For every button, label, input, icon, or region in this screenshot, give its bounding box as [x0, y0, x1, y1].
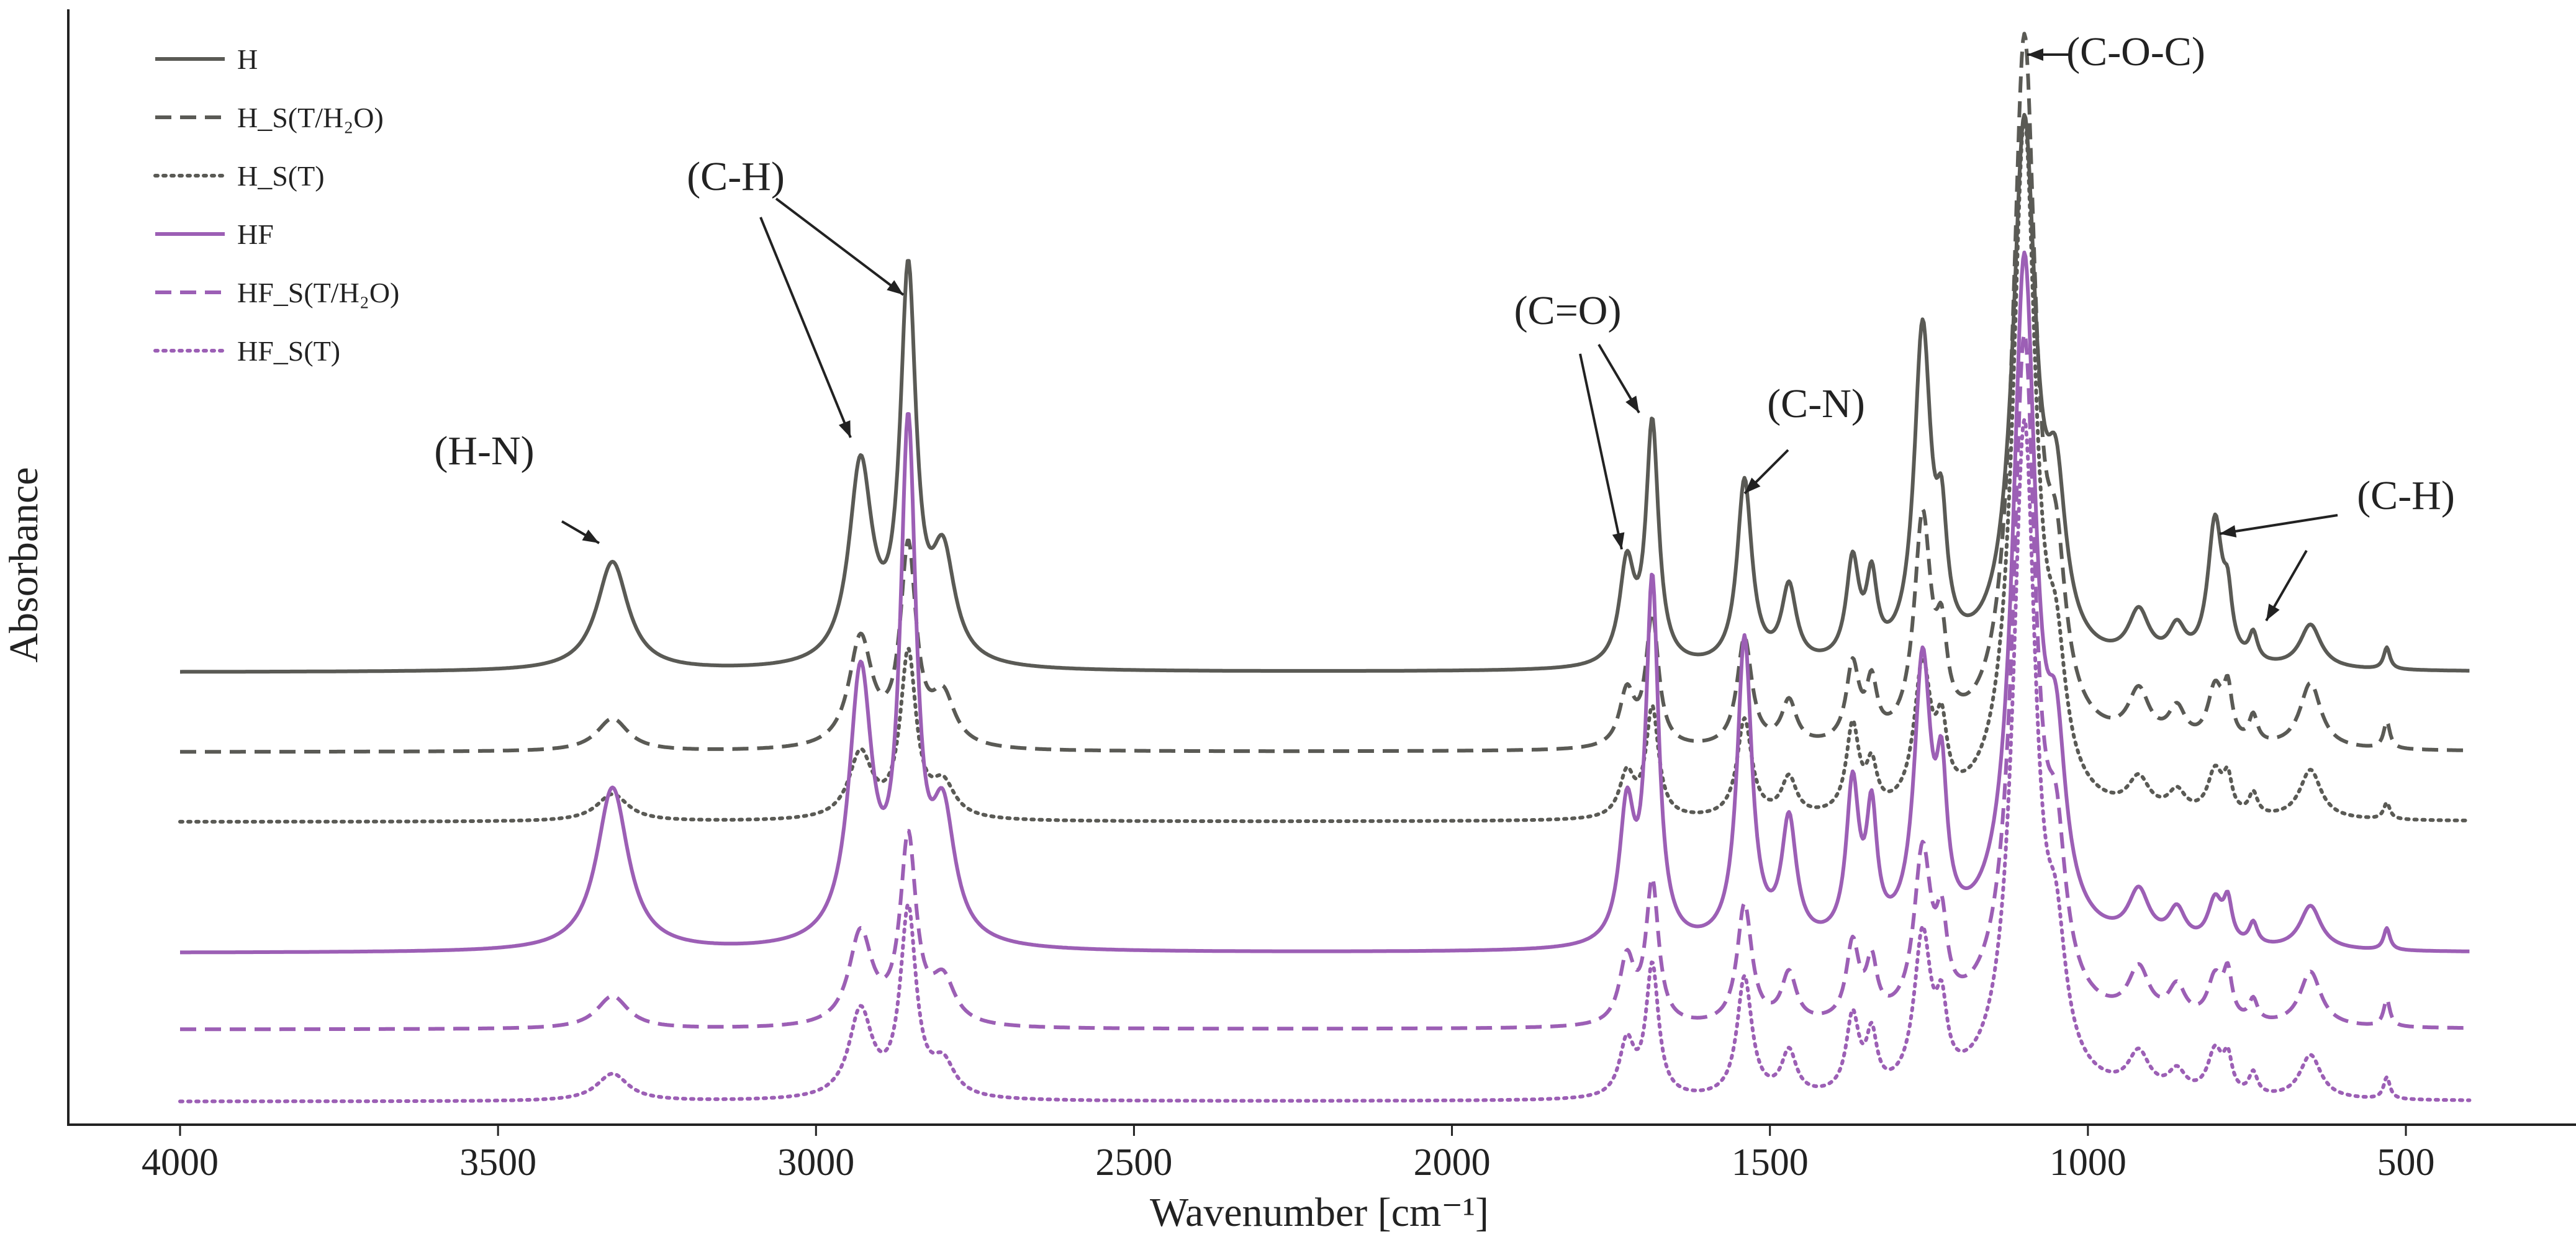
annotation-label: (C-H) — [2357, 473, 2455, 518]
annotation-arrow — [1579, 353, 1623, 550]
y-axis-title: Absorbance — [1, 467, 47, 662]
annotation-label: (C-O-C) — [2066, 29, 2205, 74]
x-axis-title: Wavenumber [cm⁻¹] — [1150, 1190, 1489, 1235]
x-tick-label: 2000 — [1414, 1141, 1491, 1184]
legend-label: H_S(T) — [237, 160, 325, 192]
legend: H H_S(T/H₂O) H_S(T) HF HF_S(T/H₂O) HF_S(T) — [153, 43, 399, 367]
annotation-arrowhead — [887, 280, 903, 295]
series-line — [179, 331, 2470, 1032]
annotation-arrowhead — [2027, 48, 2043, 61]
x-tick-label: 1000 — [2050, 1141, 2126, 1184]
annotation-arrow — [775, 197, 905, 296]
annotation-label: (H-N) — [434, 428, 534, 474]
legend-label: H — [237, 43, 258, 75]
series-line — [179, 250, 2470, 955]
annotation-arrowhead — [1745, 477, 1761, 493]
x-tick-label: 4000 — [142, 1141, 219, 1184]
annotation-arrowhead — [2220, 525, 2237, 538]
legend-label: HF — [237, 218, 274, 250]
x-tick-label: 500 — [2377, 1141, 2435, 1184]
series-line — [178, 417, 2472, 1104]
series-line — [179, 32, 2470, 754]
annotation-arrow — [759, 217, 852, 438]
annotations-group: (H-N) (C-H) (C=O) (C-N) (C-O-C) (C-H) — [434, 29, 2455, 621]
annotation-arrowhead — [1612, 532, 1625, 549]
x-tick-label: 3000 — [777, 1141, 854, 1184]
annotation-label: (C-H) — [687, 154, 785, 199]
legend-label: H_S(T/H₂O) — [237, 102, 384, 133]
annotation-arrowhead — [582, 529, 599, 543]
x-ticks-group: 4000 3500 3000 2500 2000 1500 1000 500 — [142, 1125, 2435, 1184]
legend-label: HF_S(T/H₂O) — [237, 277, 399, 308]
axes-group — [67, 9, 2576, 1126]
x-tick-label: 3500 — [459, 1141, 536, 1184]
series-line — [179, 112, 2470, 674]
annotation-label: (C-N) — [1767, 381, 1865, 426]
annotation-arrowhead — [838, 420, 851, 438]
annotation-arrowhead — [2266, 603, 2280, 621]
annotation-arrow — [2219, 514, 2338, 535]
series-group — [178, 32, 2472, 1104]
x-tick-label: 1500 — [1732, 1141, 1809, 1184]
x-tick-label: 2500 — [1095, 1141, 1172, 1184]
annotation-arrowhead — [1625, 395, 1639, 413]
series-line — [178, 116, 2472, 824]
annotation-label: (C=O) — [1514, 288, 1622, 333]
legend-label: HF_S(T) — [237, 335, 340, 367]
